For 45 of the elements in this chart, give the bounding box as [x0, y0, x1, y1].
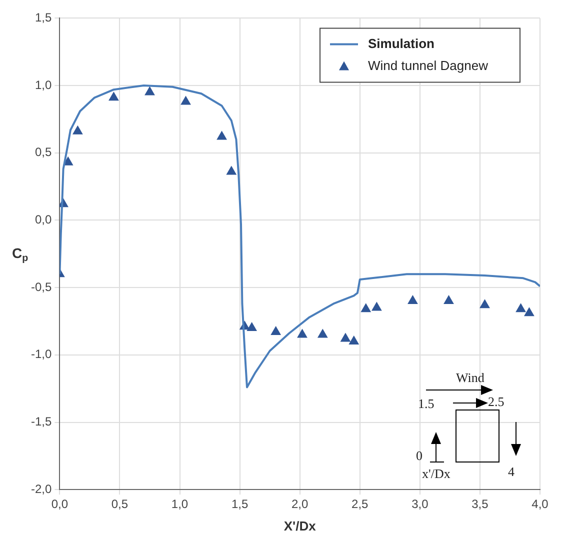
- point: [348, 335, 360, 344]
- x-tick-label: 1,5: [231, 497, 248, 512]
- point: [444, 295, 454, 304]
- point: [360, 303, 372, 312]
- y-tick-label: 1,5: [34, 10, 52, 25]
- x-tick-label: 3,0: [412, 497, 429, 512]
- point: [297, 328, 308, 338]
- x-tick-label: 0,5: [111, 497, 128, 512]
- point: [72, 125, 83, 134]
- annotation: 0: [416, 448, 422, 463]
- x-tick-label: 2,0: [291, 497, 309, 512]
- annotation: 4: [508, 464, 515, 479]
- annotation: x'/Dx: [422, 466, 451, 481]
- y-tick-label: -1,0: [30, 347, 52, 362]
- point: [480, 299, 490, 308]
- x-axis-title: X'/Dx: [284, 518, 317, 534]
- legend-label: Wind tunnel Dagnew: [368, 58, 489, 73]
- x-tick-label: 3,5: [472, 497, 489, 512]
- y-tick-label: -0,5: [30, 280, 52, 294]
- point: [317, 328, 328, 338]
- x-tick-label: 0,0: [51, 497, 68, 512]
- y-tick-label: 0,0: [34, 212, 52, 227]
- point: [180, 96, 191, 105]
- point: [408, 295, 418, 304]
- y-tick-label: 0,5: [34, 145, 52, 160]
- x-tick-label: 2,5: [352, 497, 369, 512]
- point: [270, 326, 282, 336]
- x-tick-label: 1,0: [171, 497, 188, 512]
- legend-label: Simulation: [368, 36, 435, 51]
- point: [524, 307, 534, 316]
- y-tick-label: 1,0: [34, 78, 52, 92]
- x-tick-label: 4,0: [532, 497, 549, 512]
- y-tick-label: -2,0: [30, 482, 52, 496]
- point: [516, 303, 526, 312]
- annotation: Wind: [456, 370, 485, 385]
- point: [226, 166, 237, 175]
- point: [144, 86, 155, 96]
- point: [340, 332, 351, 342]
- annotation: 2.5: [488, 394, 504, 409]
- y-tick-label: -1,5: [30, 414, 52, 429]
- annotation: 1.5: [418, 396, 434, 411]
- point: [371, 302, 382, 311]
- point: [216, 130, 227, 140]
- point: [108, 92, 119, 101]
- point: [246, 322, 258, 331]
